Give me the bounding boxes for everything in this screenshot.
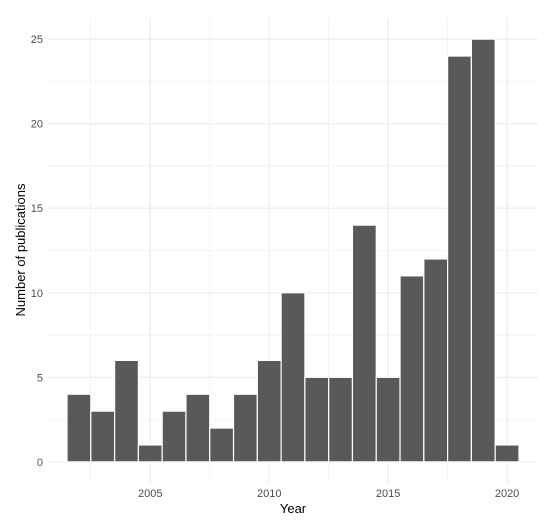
y-tick-label: 15 bbox=[31, 203, 43, 215]
y-tick-label: 25 bbox=[31, 34, 43, 46]
y-tick-label: 10 bbox=[31, 288, 43, 300]
x-axis-title: Year bbox=[280, 501, 307, 516]
bar-2015 bbox=[375, 376, 401, 463]
y-axis-ticks: 0 5 10 15 20 25 bbox=[31, 34, 43, 469]
bar-2004 bbox=[114, 359, 139, 463]
x-tick-label: 2020 bbox=[495, 488, 519, 500]
y-tick-label: 0 bbox=[37, 457, 43, 469]
bar-2003 bbox=[90, 410, 116, 463]
bar-2018 bbox=[447, 55, 472, 463]
bar-2005 bbox=[137, 444, 163, 463]
y-tick-label: 5 bbox=[37, 372, 43, 384]
x-axis-ticks: 2005 2010 2015 2020 bbox=[138, 488, 519, 500]
bar-2019 bbox=[470, 38, 496, 463]
bar-2017 bbox=[423, 258, 449, 463]
bar-2014 bbox=[351, 224, 377, 463]
bar-2013 bbox=[328, 376, 354, 463]
bar-2006 bbox=[161, 410, 187, 463]
bar-2007 bbox=[185, 393, 211, 463]
bar-2011 bbox=[280, 292, 306, 463]
bar-2008 bbox=[209, 427, 235, 463]
x-tick-label: 2010 bbox=[257, 488, 281, 500]
y-tick-label: 20 bbox=[31, 119, 43, 131]
x-tick-label: 2005 bbox=[138, 488, 162, 500]
bar-2016 bbox=[399, 275, 425, 463]
bars bbox=[66, 38, 520, 463]
bar-2010 bbox=[256, 359, 282, 463]
bar-2002 bbox=[66, 393, 92, 463]
bar-2020 bbox=[494, 444, 520, 463]
bar-2009 bbox=[232, 393, 258, 463]
bar-2012 bbox=[304, 376, 330, 463]
x-tick-label: 2015 bbox=[376, 488, 400, 500]
y-axis-title: Number of publications bbox=[13, 183, 28, 316]
